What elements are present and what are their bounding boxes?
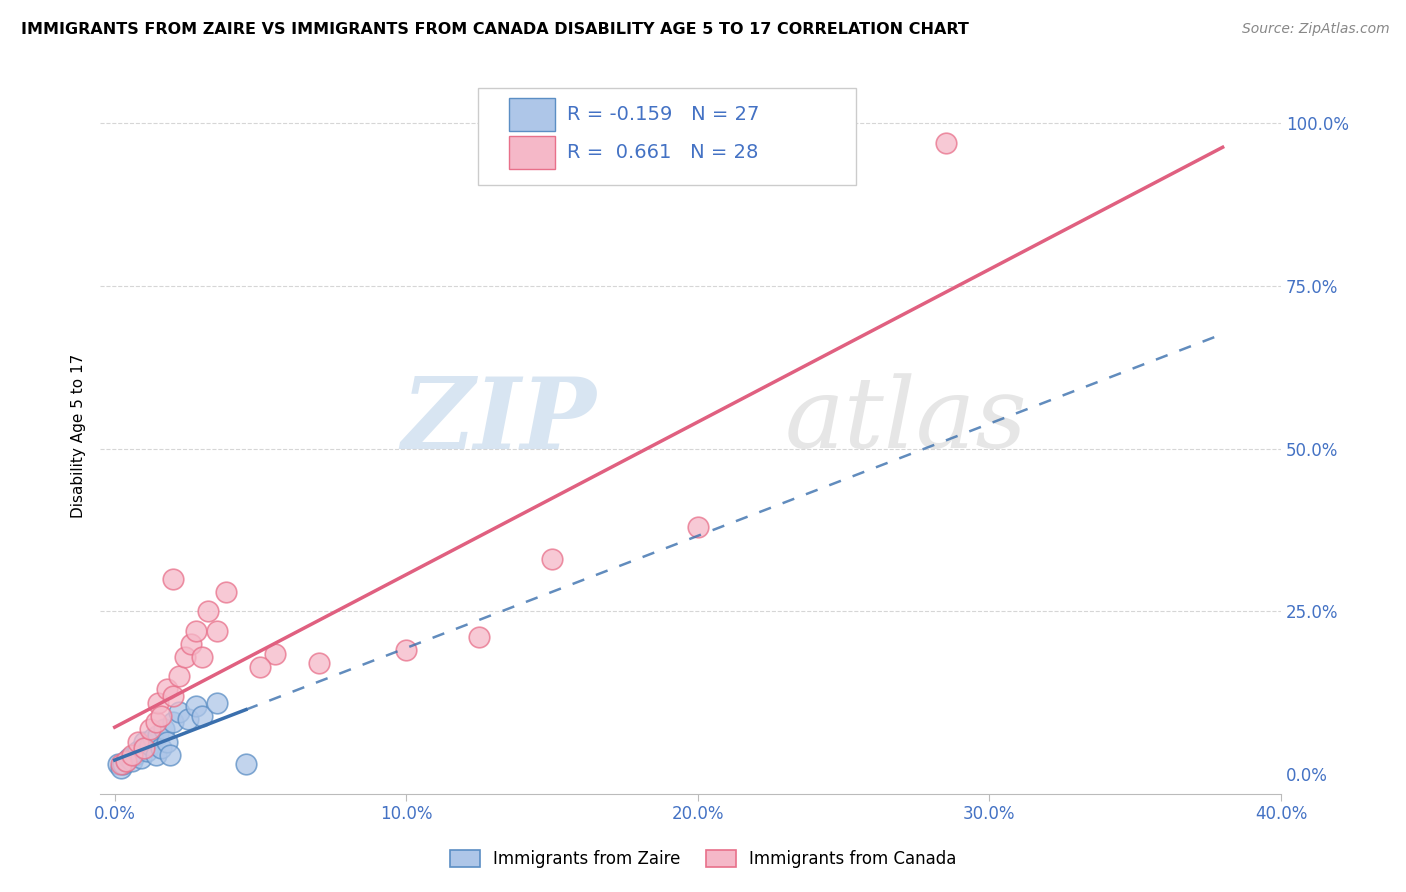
Point xyxy=(121,747,143,762)
Point xyxy=(145,714,167,729)
Point xyxy=(162,572,184,586)
Point xyxy=(127,744,149,758)
Point xyxy=(127,734,149,748)
Point xyxy=(156,734,179,748)
Legend: Immigrants from Zaire, Immigrants from Canada: Immigrants from Zaire, Immigrants from C… xyxy=(443,843,963,875)
Point xyxy=(162,714,184,729)
Point xyxy=(249,659,271,673)
Point xyxy=(167,706,190,720)
Text: ZIP: ZIP xyxy=(401,373,596,469)
Point xyxy=(132,734,155,748)
Point xyxy=(121,754,143,768)
Point xyxy=(135,744,157,758)
FancyBboxPatch shape xyxy=(509,98,555,131)
Point xyxy=(686,519,709,533)
Text: IMMIGRANTS FROM ZAIRE VS IMMIGRANTS FROM CANADA DISABILITY AGE 5 TO 17 CORRELATI: IMMIGRANTS FROM ZAIRE VS IMMIGRANTS FROM… xyxy=(21,22,969,37)
Point xyxy=(159,747,181,762)
Point xyxy=(167,669,190,683)
Y-axis label: Disability Age 5 to 17: Disability Age 5 to 17 xyxy=(72,353,86,517)
Point xyxy=(148,696,170,710)
Point xyxy=(191,708,214,723)
Point xyxy=(148,728,170,742)
Point xyxy=(468,631,491,645)
Point xyxy=(205,624,228,638)
Point xyxy=(110,761,132,775)
Point xyxy=(235,757,257,772)
Point xyxy=(115,754,138,768)
Point xyxy=(124,747,146,762)
Text: R = -0.159   N = 27: R = -0.159 N = 27 xyxy=(567,105,759,124)
Point xyxy=(214,584,236,599)
Point xyxy=(138,738,160,752)
Point xyxy=(132,741,155,756)
Point xyxy=(129,751,152,765)
Point xyxy=(162,689,184,703)
Text: atlas: atlas xyxy=(785,374,1028,469)
Point xyxy=(112,757,135,772)
Point xyxy=(180,637,202,651)
Point xyxy=(156,682,179,697)
Text: R =  0.661   N = 28: R = 0.661 N = 28 xyxy=(567,143,758,162)
Point xyxy=(138,722,160,736)
Point xyxy=(145,747,167,762)
Point xyxy=(118,751,141,765)
Point xyxy=(132,741,155,756)
Point xyxy=(186,698,208,713)
Point xyxy=(176,712,198,726)
Point xyxy=(173,649,195,664)
Point xyxy=(107,757,129,772)
FancyBboxPatch shape xyxy=(509,136,555,169)
Point xyxy=(197,604,219,618)
Point xyxy=(150,708,173,723)
Point xyxy=(395,643,418,657)
Point xyxy=(115,754,138,768)
Point xyxy=(264,647,287,661)
Point xyxy=(205,696,228,710)
Point xyxy=(935,136,957,150)
Point xyxy=(150,741,173,756)
Point xyxy=(186,624,208,638)
FancyBboxPatch shape xyxy=(478,88,856,185)
Text: Source: ZipAtlas.com: Source: ZipAtlas.com xyxy=(1241,22,1389,37)
Point xyxy=(308,657,330,671)
Point xyxy=(541,552,564,566)
Point xyxy=(153,722,176,736)
Point xyxy=(110,757,132,772)
Point xyxy=(191,649,214,664)
Point xyxy=(142,731,165,746)
